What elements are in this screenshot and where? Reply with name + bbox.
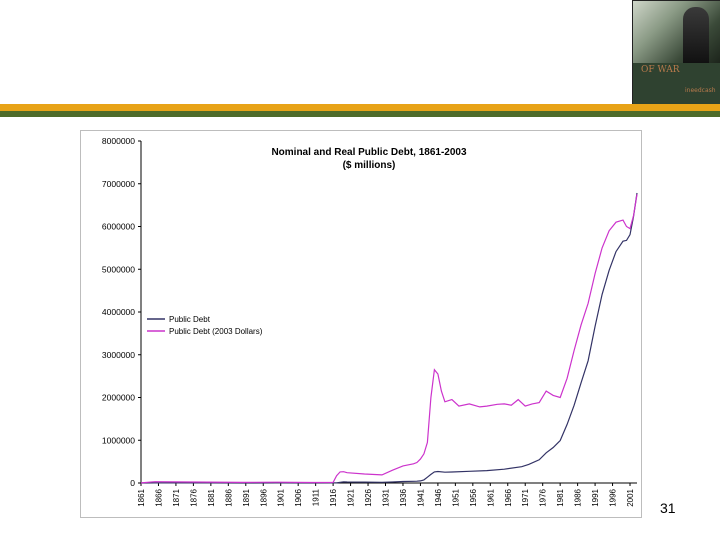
- y-tick-label: 6000000: [102, 222, 135, 232]
- chart-title: Nominal and Real Public Debt, 1861-2003: [271, 147, 467, 158]
- x-tick-label: 1891: [242, 488, 251, 506]
- header-band-olive: [0, 111, 720, 117]
- x-tick-label: 1916: [329, 488, 338, 506]
- x-axis: 1861 1866 1871 1876 1881 1886 1891 1896 1901 1906…: [137, 482, 637, 507]
- header-band-orange: [0, 104, 720, 111]
- x-tick-label: 1901: [277, 488, 286, 506]
- legend-box: [145, 311, 273, 339]
- x-tick-label: 1926: [364, 488, 373, 506]
- title-thumbnail: OF WAR ineedcash: [632, 0, 720, 105]
- x-tick-label: 1956: [469, 488, 478, 506]
- x-tick-label: 1876: [189, 488, 198, 506]
- x-tick-label: 1986: [574, 488, 583, 506]
- x-tick-label: 1866: [154, 488, 163, 506]
- x-tick-label: 1936: [399, 488, 408, 506]
- x-tick-label: 1951: [451, 488, 460, 506]
- x-tick-label: 1861: [137, 488, 146, 506]
- legend-label: Public Debt: [169, 315, 211, 324]
- x-tick-label: 2001: [626, 488, 635, 506]
- y-tick-label: 2000000: [102, 393, 135, 403]
- series-line-public-debt: [140, 192, 638, 484]
- x-tick-label: 1996: [609, 488, 618, 506]
- thumbnail-panel: [633, 63, 720, 104]
- x-tick-label: 1971: [521, 488, 530, 506]
- y-tick-label: 1000000: [102, 435, 135, 445]
- y-tick-label: 0: [130, 478, 135, 488]
- x-tick-label: 1981: [556, 488, 565, 506]
- y-tick-label: 8000000: [102, 136, 135, 146]
- x-tick-label: 1941: [416, 488, 425, 506]
- x-tick-label: 1896: [259, 488, 268, 506]
- legend: Public Debt Public Debt (2003 Dollars): [145, 311, 273, 339]
- chart-canvas: 0 1000000 2000000 3000000 4000000 5000000 6000…: [102, 136, 638, 507]
- y-tick-label: 7000000: [102, 179, 135, 189]
- x-tick-label: 1976: [539, 488, 548, 506]
- x-tick-label: 1906: [294, 488, 303, 506]
- chart-subtitle: ($ millions): [343, 160, 396, 171]
- x-tick-label: 1966: [504, 488, 513, 506]
- y-axis: 0 1000000 2000000 3000000 4000000 5000000 6000…: [102, 136, 142, 488]
- y-tick-label: 3000000: [102, 350, 135, 360]
- x-tick-label: 1921: [347, 488, 356, 506]
- y-tick-label: 5000000: [102, 264, 135, 274]
- x-tick-label: 1871: [172, 488, 181, 506]
- series-line-public-debt-2003-dollars: [140, 194, 638, 484]
- thumbnail-subtitle: ineedcash: [685, 87, 716, 94]
- debt-chart: 0 1000000 2000000 3000000 4000000 5000000 6000…: [80, 130, 642, 518]
- x-tick-label: 1931: [382, 488, 391, 506]
- series-layer: [140, 192, 638, 484]
- x-tick-label: 1961: [486, 488, 495, 506]
- x-tick-label: 1881: [207, 488, 216, 506]
- legend-label: Public Debt (2003 Dollars): [169, 327, 263, 336]
- thumbnail-title: OF WAR: [641, 65, 680, 75]
- x-tick-label: 1991: [591, 488, 600, 506]
- page-number: 31: [660, 500, 676, 516]
- x-tick-label: 1946: [434, 488, 443, 506]
- x-tick-label: 1886: [224, 488, 233, 506]
- x-tick-label: 1911: [312, 488, 321, 506]
- y-tick-label: 4000000: [102, 307, 135, 317]
- thumbnail-figure: [683, 7, 709, 63]
